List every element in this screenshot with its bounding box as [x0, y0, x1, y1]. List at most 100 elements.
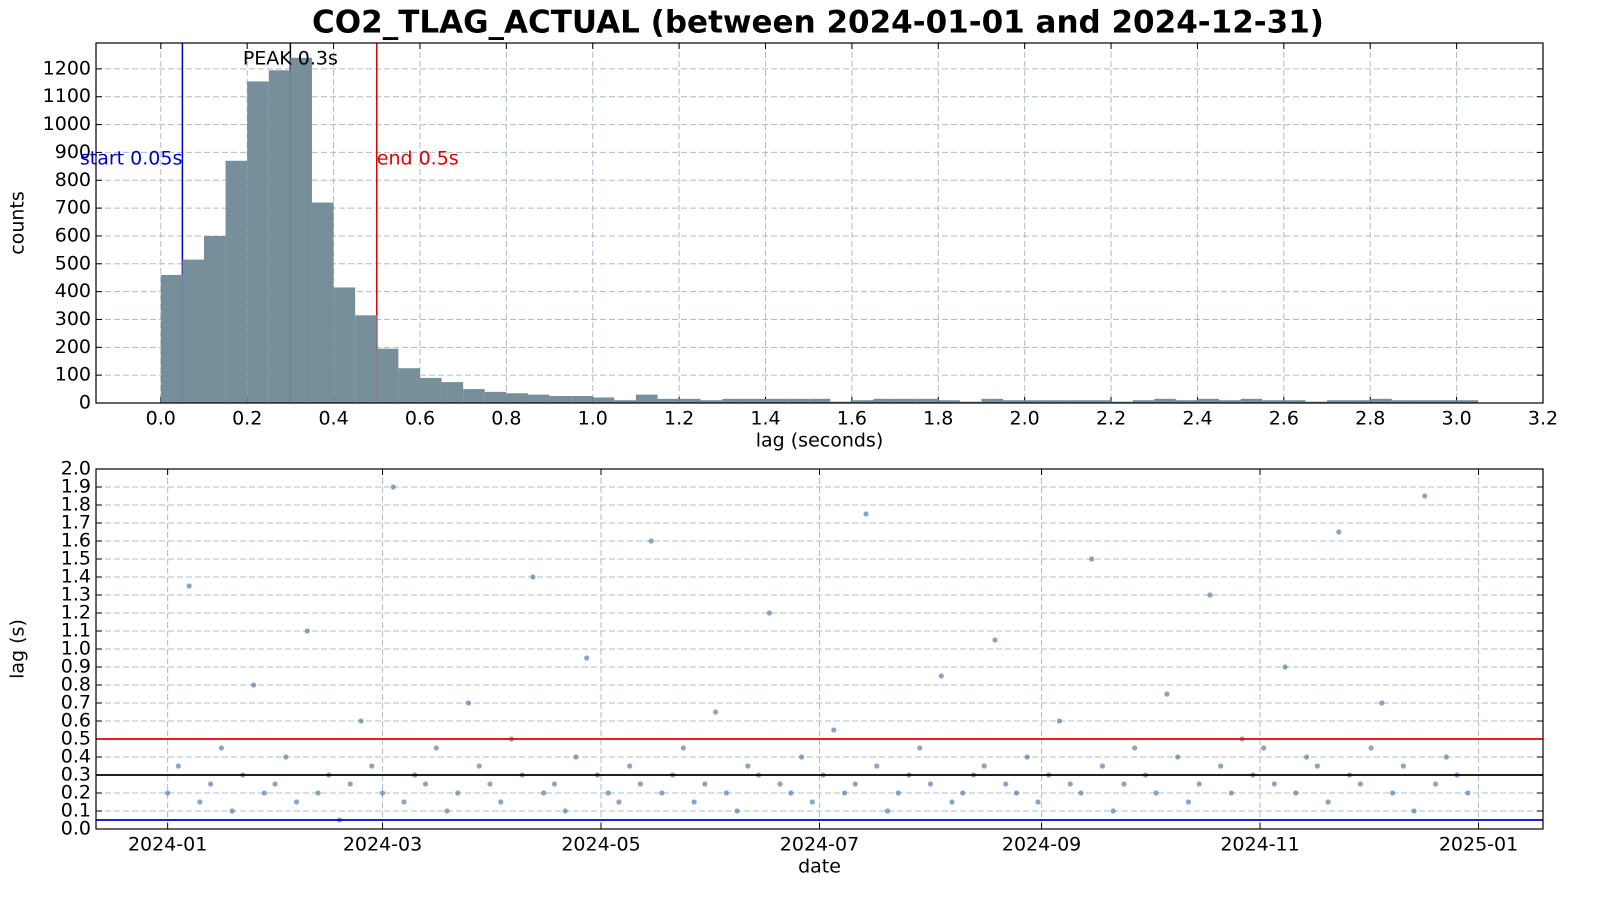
bar [1327, 400, 1349, 403]
bar [463, 389, 485, 403]
x-tick-label: 2024-11 [1220, 834, 1299, 856]
y-tick-label: 0.5 [61, 728, 91, 750]
annotation: PEAK 0.3s [243, 48, 338, 70]
point [401, 799, 407, 805]
y-tick-label: 100 [55, 364, 91, 386]
point [358, 718, 364, 724]
y-tick-label: 2.0 [61, 458, 91, 480]
y-tick-label: 0.2 [61, 782, 91, 804]
point [1099, 763, 1106, 769]
bar [333, 287, 356, 403]
bar [1003, 400, 1025, 403]
point [1465, 790, 1471, 796]
y-tick-label: 0.3 [61, 764, 91, 786]
x-tick-label: 1.2 [664, 408, 694, 430]
point [1089, 556, 1095, 562]
point [1336, 529, 1342, 535]
bar [506, 393, 528, 403]
point [1422, 493, 1428, 499]
point [541, 790, 547, 796]
x-tick-label: 2024-05 [561, 834, 640, 856]
point [1218, 763, 1224, 769]
bar [1348, 400, 1371, 403]
figure-title: CO2_TLAG_ACTUAL (between 2024-01-01 and … [312, 5, 1324, 41]
point [1271, 781, 1277, 787]
point [1196, 781, 1202, 787]
y-tick-label: 0.4 [61, 746, 91, 768]
bar [614, 400, 636, 403]
bar [657, 398, 680, 403]
point [960, 790, 966, 796]
bar [398, 368, 420, 403]
point [1175, 754, 1181, 760]
point [895, 790, 901, 796]
bar [1175, 400, 1198, 403]
bar [830, 401, 852, 403]
point [981, 763, 987, 769]
point [465, 700, 472, 706]
point [272, 781, 278, 787]
point [648, 538, 654, 544]
bar [1240, 398, 1263, 403]
point [573, 754, 579, 760]
y-tick-label: 900 [55, 141, 91, 163]
x-tick-label: 0.8 [491, 408, 521, 430]
annotation: end 0.5s [377, 148, 459, 170]
bar [527, 394, 550, 403]
point [229, 808, 235, 814]
bar [160, 274, 183, 403]
point [938, 673, 944, 679]
point [369, 763, 375, 769]
point [1411, 808, 1417, 814]
point [1379, 700, 1385, 706]
point [949, 799, 955, 805]
plot-frame [95, 468, 1544, 830]
point [992, 637, 998, 643]
point [1304, 754, 1310, 760]
bar [1197, 398, 1220, 403]
point [863, 511, 869, 517]
bar [1262, 400, 1284, 403]
bar [679, 398, 701, 403]
bar [1413, 400, 1436, 403]
x-tick-label: 2.8 [1355, 408, 1385, 430]
point [433, 745, 439, 751]
point [1013, 790, 1020, 796]
point [1164, 691, 1170, 697]
bar [225, 160, 248, 403]
bar [1456, 400, 1479, 403]
y-tick-label: 1.4 [61, 566, 91, 588]
y-tick-label: 400 [55, 280, 91, 302]
y-tick-label: 200 [55, 336, 91, 358]
x-tick-label: 0.6 [405, 408, 435, 430]
x-tick-label: 0.2 [232, 408, 262, 430]
x-tick-label: 2.6 [1269, 408, 1299, 430]
bar [1435, 400, 1457, 403]
y-tick-label: 1.9 [61, 476, 91, 498]
y-tick-label: 600 [55, 224, 91, 246]
point [218, 745, 224, 751]
y-tick-label: 0.7 [61, 692, 91, 714]
y-tick-label: 1.1 [61, 620, 91, 642]
point [1035, 799, 1041, 805]
bar [700, 400, 723, 403]
x-tick-label: 2024-01 [128, 834, 207, 856]
bar [182, 259, 204, 403]
bar [959, 401, 982, 403]
point [390, 484, 396, 490]
point [691, 799, 697, 805]
point [798, 754, 805, 760]
bar [722, 398, 744, 403]
point [713, 709, 719, 715]
x-axis-label: lag (seconds) [756, 430, 884, 452]
bar [1046, 400, 1068, 403]
y-tick-label: 0.9 [61, 656, 91, 678]
point [197, 799, 203, 805]
bar [1370, 398, 1392, 403]
y-axis-label: counts [7, 191, 29, 255]
point [1121, 781, 1127, 787]
bar [1024, 400, 1047, 403]
point [702, 781, 708, 787]
y-tick-label: 1000 [43, 113, 91, 135]
